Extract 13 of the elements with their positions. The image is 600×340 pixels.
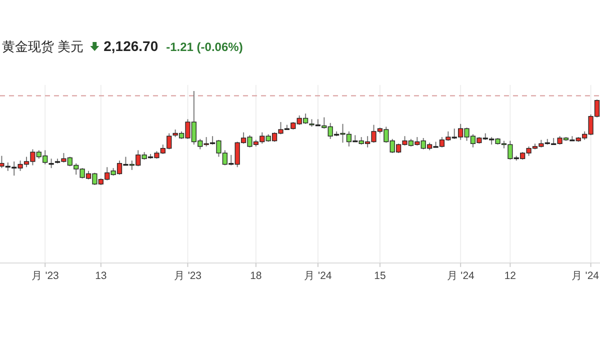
text: 2,126.70 (104, 38, 158, 54)
x-tick-label: 15 (374, 270, 386, 282)
x-tick-label: 月 '24 (446, 270, 475, 282)
text: -1.21 (-0.06%) (166, 40, 243, 54)
x-tick-label: 月 '23 (31, 270, 60, 282)
x-tick-label: 13 (95, 270, 107, 282)
x-tick-label: 月 '23 (174, 270, 202, 282)
chart-title: 黄金现货 美元 (2, 39, 84, 54)
candlestick (48, 158, 54, 169)
x-tick-label: 18 (250, 270, 262, 282)
x-tick-label: 月 '24 (304, 270, 332, 282)
x-tick-label: 12 (504, 270, 516, 282)
x-tick-label: 月 '24 (571, 270, 600, 282)
